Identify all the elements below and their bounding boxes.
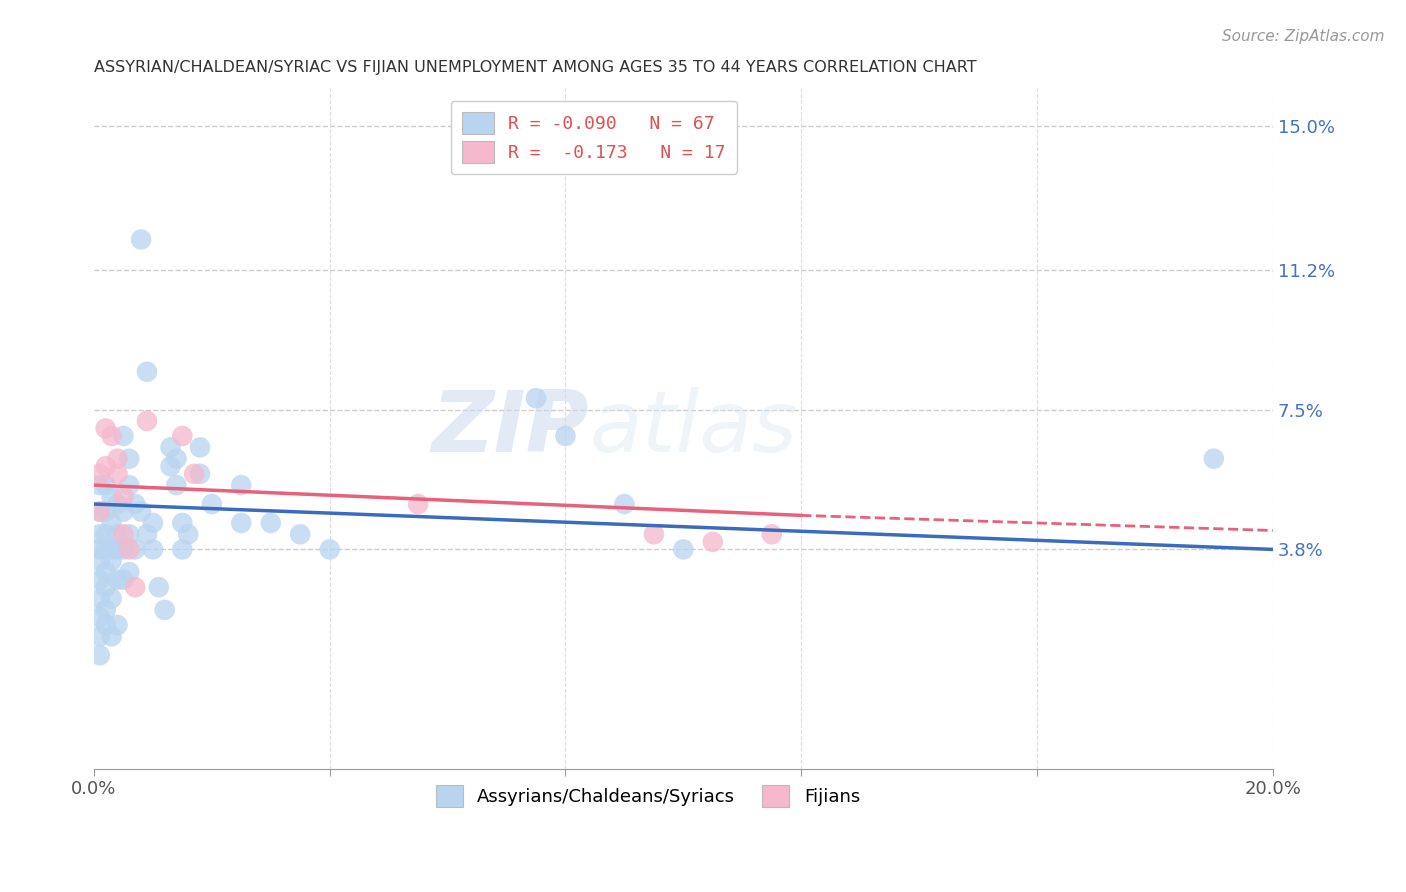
Text: ZIP: ZIP — [432, 387, 589, 470]
Point — [129, 505, 152, 519]
Point — [129, 232, 152, 246]
Point — [94, 478, 117, 492]
Point — [183, 467, 205, 481]
Point — [142, 516, 165, 530]
Point — [94, 542, 117, 557]
Point — [107, 573, 129, 587]
Point — [318, 542, 340, 557]
Point — [118, 542, 141, 557]
Point — [172, 516, 194, 530]
Point — [112, 490, 135, 504]
Point — [107, 467, 129, 481]
Point — [172, 542, 194, 557]
Point — [124, 580, 146, 594]
Point — [89, 554, 111, 568]
Point — [107, 542, 129, 557]
Point — [231, 516, 253, 530]
Point — [112, 573, 135, 587]
Point — [118, 478, 141, 492]
Point — [554, 429, 576, 443]
Point — [1202, 451, 1225, 466]
Point — [118, 527, 141, 541]
Point — [100, 542, 122, 557]
Text: Source: ZipAtlas.com: Source: ZipAtlas.com — [1222, 29, 1385, 44]
Point — [188, 467, 211, 481]
Point — [124, 497, 146, 511]
Point — [89, 505, 111, 519]
Point — [761, 527, 783, 541]
Point — [124, 542, 146, 557]
Point — [260, 516, 283, 530]
Point — [142, 542, 165, 557]
Point — [94, 565, 117, 579]
Point — [136, 365, 159, 379]
Point — [94, 505, 117, 519]
Point — [643, 527, 665, 541]
Point — [89, 648, 111, 663]
Point — [153, 603, 176, 617]
Point — [107, 451, 129, 466]
Point — [702, 534, 724, 549]
Point — [100, 591, 122, 606]
Text: atlas: atlas — [589, 387, 797, 470]
Point — [89, 527, 111, 541]
Point — [231, 478, 253, 492]
Point — [89, 629, 111, 643]
Point — [112, 527, 135, 541]
Point — [112, 542, 135, 557]
Point — [89, 467, 111, 481]
Point — [94, 580, 117, 594]
Point — [672, 542, 695, 557]
Point — [94, 603, 117, 617]
Point — [107, 527, 129, 541]
Point — [165, 451, 187, 466]
Point — [613, 497, 636, 511]
Point — [112, 505, 135, 519]
Point — [188, 441, 211, 455]
Point — [136, 414, 159, 428]
Point — [100, 516, 122, 530]
Point — [89, 542, 111, 557]
Point — [524, 391, 547, 405]
Point — [159, 459, 181, 474]
Point — [177, 527, 200, 541]
Point — [94, 618, 117, 632]
Legend: Assyrians/Chaldeans/Syriacs, Fijians: Assyrians/Chaldeans/Syriacs, Fijians — [429, 778, 868, 814]
Point — [100, 490, 122, 504]
Point — [172, 429, 194, 443]
Point — [94, 421, 117, 435]
Point — [406, 497, 429, 511]
Point — [118, 565, 141, 579]
Point — [201, 497, 224, 511]
Point — [89, 591, 111, 606]
Point — [118, 451, 141, 466]
Point — [290, 527, 312, 541]
Text: ASSYRIAN/CHALDEAN/SYRIAC VS FIJIAN UNEMPLOYMENT AMONG AGES 35 TO 44 YEARS CORREL: ASSYRIAN/CHALDEAN/SYRIAC VS FIJIAN UNEMP… — [94, 60, 977, 75]
Point — [107, 497, 129, 511]
Point — [94, 527, 117, 541]
Point — [159, 441, 181, 455]
Point — [100, 629, 122, 643]
Point — [89, 478, 111, 492]
Point — [165, 478, 187, 492]
Point — [89, 573, 111, 587]
Point — [107, 618, 129, 632]
Point — [89, 610, 111, 624]
Point — [89, 505, 111, 519]
Point — [148, 580, 170, 594]
Point — [136, 527, 159, 541]
Point — [112, 429, 135, 443]
Point — [94, 459, 117, 474]
Point — [100, 554, 122, 568]
Point — [100, 429, 122, 443]
